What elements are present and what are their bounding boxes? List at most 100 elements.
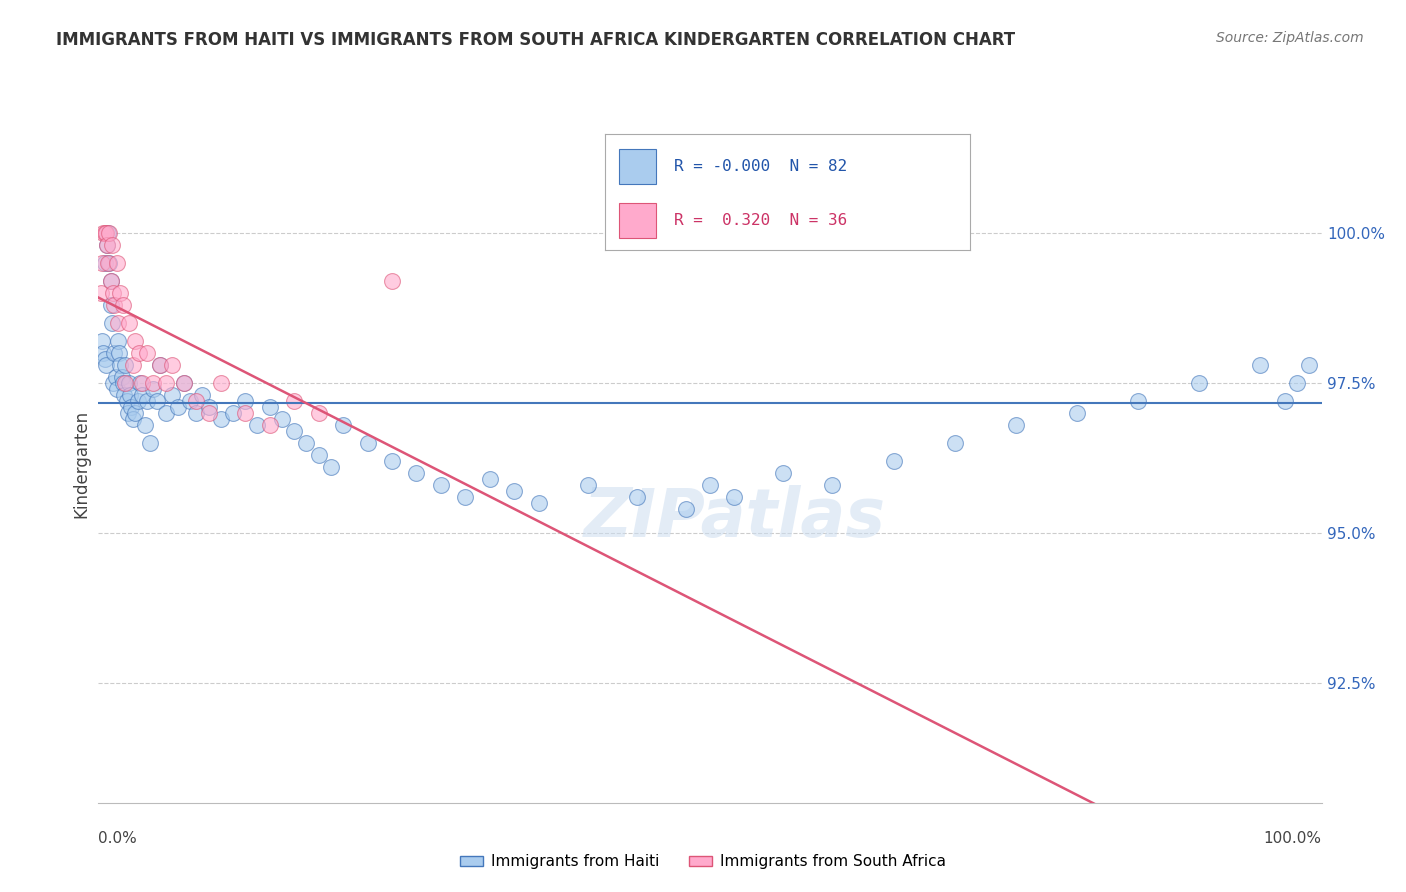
Text: 0.0%: 0.0% [98, 831, 138, 846]
FancyBboxPatch shape [619, 203, 655, 238]
Point [179, 393, 201, 408]
Point [191, 388, 214, 402]
Point [675, 501, 697, 516]
Point [100, 274, 122, 288]
Point [356, 435, 378, 450]
Point [186, 406, 208, 420]
Point [270, 412, 294, 426]
Point [1250, 358, 1272, 372]
Point [111, 376, 134, 390]
Point [883, 454, 905, 468]
Point [111, 369, 134, 384]
Point [259, 417, 281, 432]
Point [503, 483, 526, 498]
Point [104, 369, 127, 384]
Point [197, 406, 219, 420]
Point [93, 351, 115, 366]
Point [405, 466, 427, 480]
Point [222, 406, 245, 420]
Point [90, 285, 112, 300]
Point [454, 490, 477, 504]
Point [110, 358, 132, 372]
Point [943, 435, 966, 450]
Point [332, 417, 354, 432]
Point [233, 406, 256, 420]
Point [121, 358, 143, 372]
Point [821, 478, 844, 492]
Point [111, 298, 134, 312]
Point [430, 478, 453, 492]
Text: ZIPatlas: ZIPatlas [583, 485, 886, 551]
Point [186, 393, 208, 408]
Point [197, 400, 219, 414]
Point [120, 388, 142, 402]
Point [136, 393, 159, 408]
Point [478, 472, 501, 486]
Point [167, 400, 190, 414]
Point [149, 358, 172, 372]
Point [381, 274, 404, 288]
Point [115, 393, 138, 408]
Point [107, 316, 129, 330]
Point [91, 334, 114, 348]
Point [772, 466, 794, 480]
Point [723, 490, 745, 504]
Text: IMMIGRANTS FROM HAITI VS IMMIGRANTS FROM SOUTH AFRICA KINDERGARTEN CORRELATION C: IMMIGRANTS FROM HAITI VS IMMIGRANTS FROM… [56, 31, 1015, 49]
Point [142, 376, 165, 390]
Point [160, 388, 183, 402]
Point [100, 298, 122, 312]
Point [209, 376, 232, 390]
Point [101, 316, 124, 330]
Point [283, 393, 305, 408]
Point [100, 274, 122, 288]
Point [128, 346, 150, 360]
Point [97, 256, 120, 270]
Point [105, 382, 128, 396]
Legend: Immigrants from Haiti, Immigrants from South Africa: Immigrants from Haiti, Immigrants from S… [454, 848, 952, 875]
Point [160, 358, 183, 372]
Point [101, 238, 124, 252]
Point [118, 376, 141, 390]
Point [112, 388, 135, 402]
Point [1066, 406, 1088, 420]
Point [131, 388, 153, 402]
Point [96, 238, 118, 252]
Point [94, 226, 117, 240]
Point [96, 238, 118, 252]
Point [97, 226, 120, 240]
Point [91, 256, 114, 270]
Point [114, 358, 136, 372]
Point [103, 298, 125, 312]
Point [1286, 376, 1309, 390]
Text: R =  0.320  N = 36: R = 0.320 N = 36 [673, 213, 848, 228]
Point [139, 435, 162, 450]
Point [173, 376, 195, 390]
Point [110, 285, 132, 300]
Point [295, 435, 318, 450]
Point [117, 406, 139, 420]
Point [699, 478, 721, 492]
Point [108, 346, 131, 360]
Point [91, 226, 114, 240]
Point [93, 226, 115, 240]
Point [124, 334, 146, 348]
Point [136, 346, 159, 360]
Point [146, 393, 169, 408]
Point [576, 478, 599, 492]
Point [105, 256, 128, 270]
Point [114, 376, 136, 390]
Point [107, 334, 129, 348]
Point [101, 376, 124, 390]
Point [118, 316, 141, 330]
Point [319, 459, 342, 474]
Point [129, 376, 152, 390]
Point [134, 417, 156, 432]
Point [101, 285, 124, 300]
Point [120, 400, 142, 414]
Point [155, 376, 177, 390]
Text: R = -0.000  N = 82: R = -0.000 N = 82 [673, 159, 848, 174]
Point [173, 376, 195, 390]
FancyBboxPatch shape [619, 149, 655, 184]
Point [91, 346, 114, 360]
Point [527, 496, 550, 510]
